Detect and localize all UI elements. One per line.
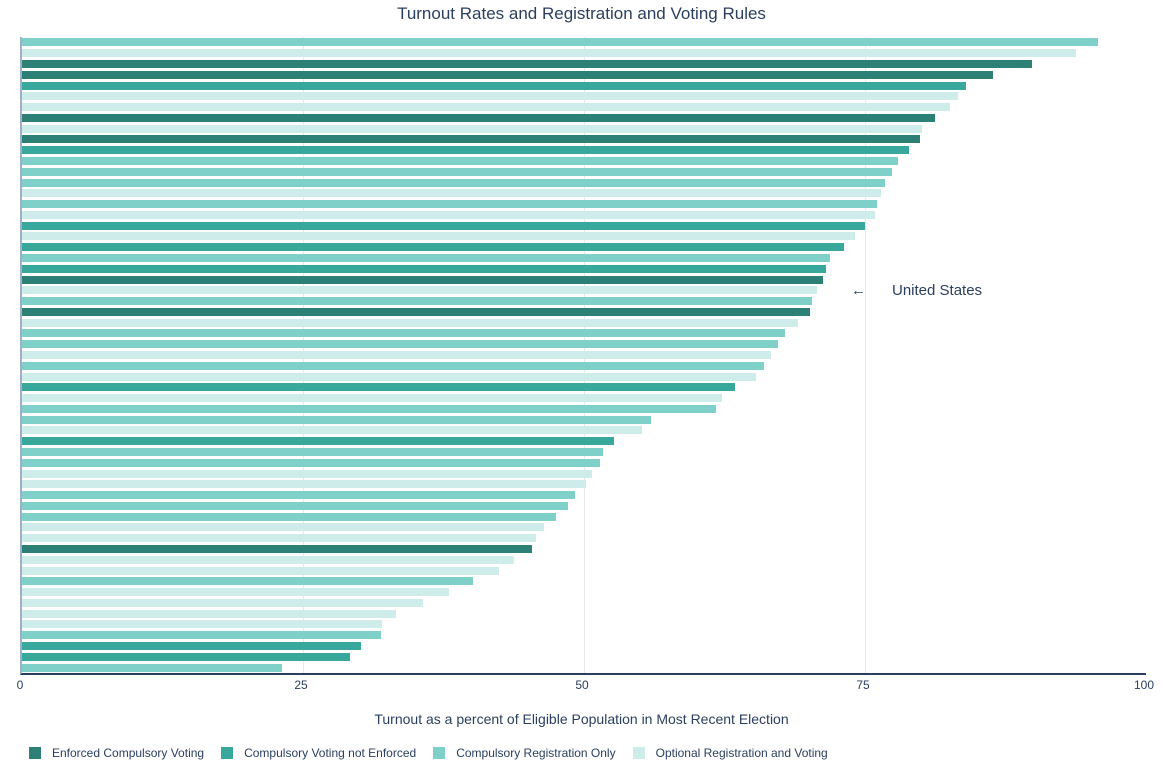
bar[interactable] xyxy=(22,566,499,575)
legend-item-c3[interactable]: Compulsory Registration Only xyxy=(433,746,616,760)
plot-area xyxy=(20,37,1146,675)
x-tick-label-25: 25 xyxy=(294,678,308,692)
bar[interactable] xyxy=(22,458,600,467)
bar[interactable] xyxy=(22,275,824,284)
bar[interactable] xyxy=(22,480,587,489)
bar[interactable] xyxy=(22,372,756,381)
legend-label: Compulsory Voting not Enforced xyxy=(244,746,417,760)
bar[interactable] xyxy=(22,92,959,101)
x-tick-label-100: 100 xyxy=(1133,678,1155,692)
bar[interactable] xyxy=(22,329,786,338)
bar[interactable] xyxy=(22,383,735,392)
bar[interactable] xyxy=(22,318,798,327)
legend: Enforced Compulsory Voting Compulsory Vot… xyxy=(29,746,828,760)
bar[interactable] xyxy=(22,113,935,122)
bar[interactable] xyxy=(22,286,817,295)
bar[interactable] xyxy=(22,232,855,241)
bar[interactable] xyxy=(22,404,716,413)
bar[interactable] xyxy=(22,620,382,629)
legend-swatch-icon xyxy=(29,747,41,759)
legend-swatch-icon xyxy=(632,747,645,759)
chart-title: Turnout Rates and Registration and Votin… xyxy=(397,4,766,23)
bar[interactable] xyxy=(22,652,351,661)
bar[interactable] xyxy=(22,307,810,316)
bar[interactable] xyxy=(22,437,615,446)
bar[interactable] xyxy=(22,124,923,133)
bar[interactable] xyxy=(22,340,779,349)
bar[interactable] xyxy=(22,577,473,586)
legend-label: Optional Registration and Voting xyxy=(655,746,828,760)
legend-item-c1[interactable]: Enforced Compulsory Voting xyxy=(29,746,204,760)
bar[interactable] xyxy=(22,200,878,209)
bar[interactable] xyxy=(22,49,1077,58)
bar[interactable] xyxy=(22,243,844,252)
legend-label: Enforced Compulsory Voting xyxy=(52,746,205,760)
bar[interactable] xyxy=(22,81,967,90)
bar[interactable] xyxy=(22,297,813,306)
bar[interactable] xyxy=(22,189,881,198)
bar[interactable] xyxy=(22,146,909,155)
bar[interactable] xyxy=(22,178,886,187)
bar[interactable] xyxy=(22,38,1098,47)
legend-swatch-icon xyxy=(433,747,446,759)
x-tick-label-75: 75 xyxy=(856,678,870,692)
bar[interactable] xyxy=(22,221,865,230)
bar[interactable] xyxy=(22,135,921,144)
bar[interactable] xyxy=(22,361,764,370)
bar[interactable] xyxy=(22,415,652,424)
bar[interactable] xyxy=(22,103,951,112)
bar[interactable] xyxy=(22,394,723,403)
x-tick-label-50: 50 xyxy=(575,678,589,692)
bar[interactable] xyxy=(22,545,533,554)
bar[interactable] xyxy=(22,59,1033,68)
x-tick-label-0: 0 xyxy=(16,678,24,692)
bar[interactable] xyxy=(22,253,831,262)
bar[interactable] xyxy=(22,264,826,273)
x-axis-title: Turnout as a percent of Eligible Populat… xyxy=(374,711,789,727)
bar[interactable] xyxy=(22,598,424,607)
bar[interactable] xyxy=(22,534,536,543)
bar[interactable] xyxy=(22,469,592,478)
left-arrow-icon: ← xyxy=(851,282,866,299)
legend-label: Compulsory Registration Only xyxy=(456,746,616,760)
bar[interactable] xyxy=(22,523,544,532)
bar[interactable] xyxy=(22,555,515,564)
legend-item-c2[interactable]: Compulsory Voting not Enforced xyxy=(221,746,416,760)
legend-swatch-icon xyxy=(221,747,234,759)
bar[interactable] xyxy=(22,663,282,672)
bar[interactable] xyxy=(22,351,771,359)
bar[interactable] xyxy=(22,501,569,510)
bar[interactable] xyxy=(22,512,556,521)
bar[interactable] xyxy=(22,426,643,435)
bar[interactable] xyxy=(22,210,876,219)
bar[interactable] xyxy=(22,609,397,618)
bar[interactable] xyxy=(22,70,994,79)
annotation-label: United States xyxy=(892,282,983,299)
bar[interactable] xyxy=(22,642,362,651)
bar[interactable] xyxy=(22,448,604,457)
gridline-75 xyxy=(865,37,866,673)
bar[interactable] xyxy=(22,491,575,500)
united-states-annotation: ← United States xyxy=(851,282,982,299)
bar[interactable] xyxy=(22,156,898,165)
bar[interactable] xyxy=(22,631,381,640)
bar[interactable] xyxy=(22,588,450,597)
bar[interactable] xyxy=(22,167,892,176)
legend-item-c4[interactable]: Optional Registration and Voting xyxy=(632,746,828,760)
